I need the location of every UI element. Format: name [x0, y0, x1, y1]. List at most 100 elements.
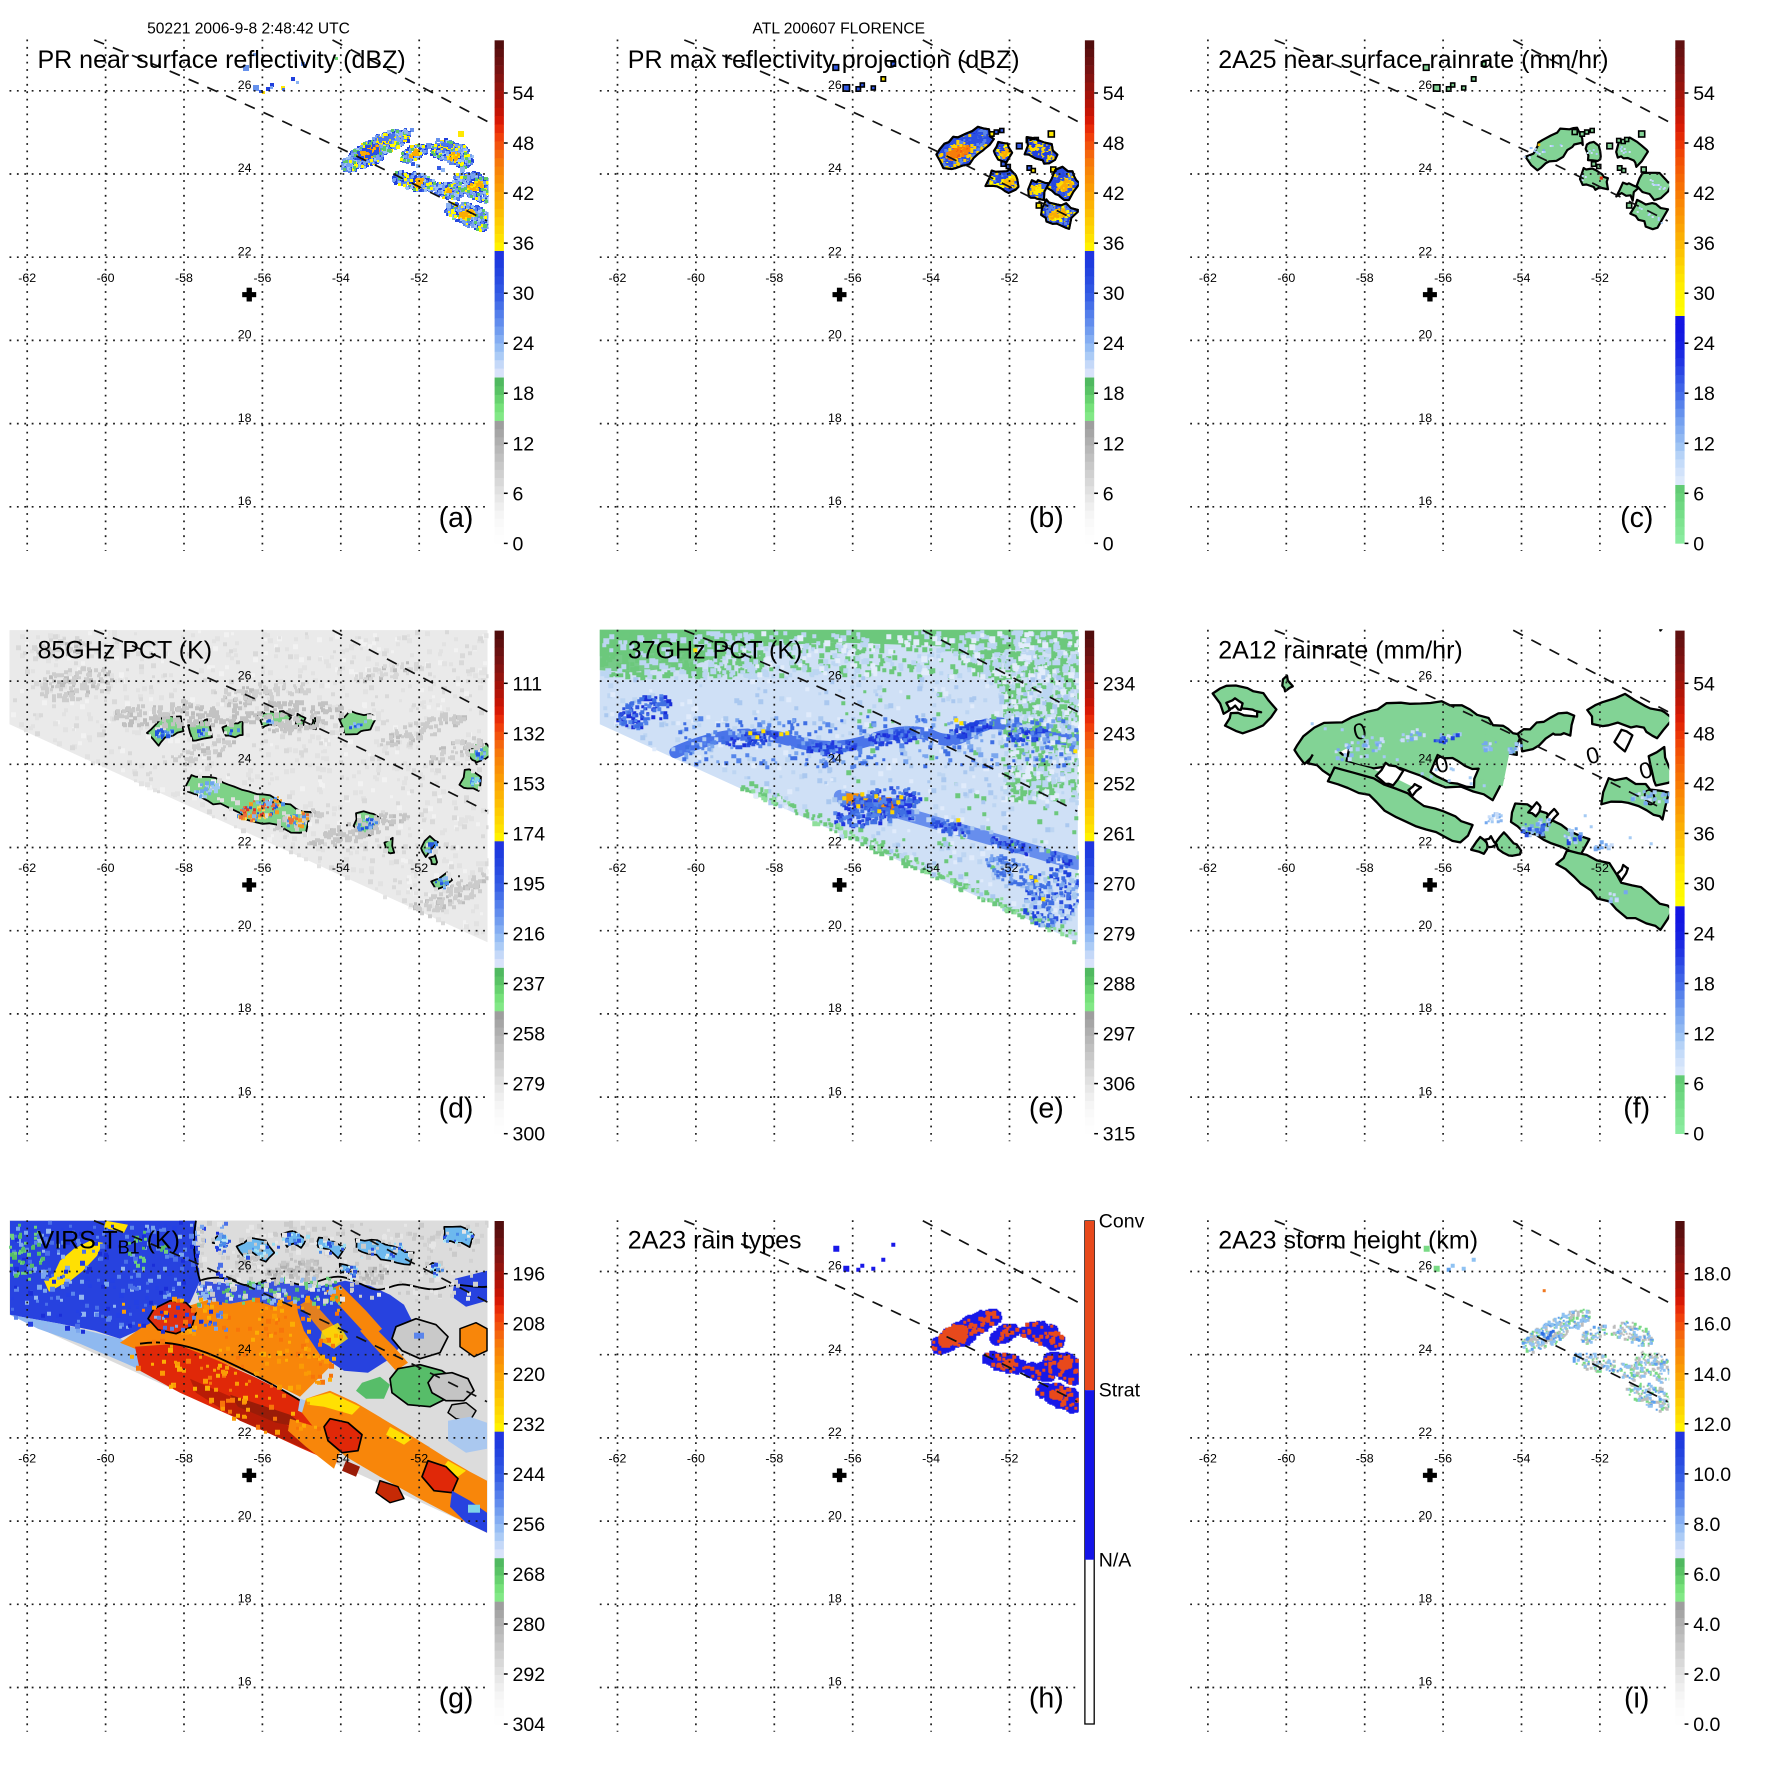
svg-text:111: 111 — [513, 673, 543, 695]
svg-text:18: 18 — [828, 1592, 842, 1606]
svg-text:22: 22 — [828, 1425, 842, 1439]
svg-text:16: 16 — [1418, 1084, 1432, 1098]
svg-text:18: 18 — [1418, 1592, 1432, 1606]
svg-text:16: 16 — [828, 1084, 842, 1098]
svg-text:-52: -52 — [410, 1452, 428, 1466]
svg-text:6: 6 — [513, 483, 524, 505]
svg-text:-56: -56 — [1434, 861, 1452, 875]
svg-text:-62: -62 — [609, 271, 627, 285]
svg-text:N/A: N/A — [1099, 1550, 1132, 1572]
svg-text:315: 315 — [1103, 1124, 1136, 1146]
svg-text:244: 244 — [513, 1464, 546, 1486]
svg-text:(h): (h) — [1029, 1683, 1064, 1715]
svg-text:42: 42 — [1693, 773, 1715, 795]
svg-text:220: 220 — [513, 1364, 546, 1386]
svg-text:-56: -56 — [253, 861, 271, 875]
svg-text:22: 22 — [238, 835, 252, 849]
svg-text:280: 280 — [513, 1614, 546, 1636]
svg-text:16: 16 — [1418, 494, 1432, 508]
svg-text:6.0: 6.0 — [1693, 1564, 1720, 1586]
svg-text:-60: -60 — [687, 861, 705, 875]
svg-text:-52: -52 — [1001, 1452, 1019, 1466]
svg-text:-62: -62 — [1199, 271, 1217, 285]
svg-text:(f): (f) — [1623, 1092, 1650, 1124]
svg-text:16.0: 16.0 — [1693, 1314, 1731, 1336]
svg-text:132: 132 — [513, 723, 546, 745]
svg-text:-56: -56 — [844, 1452, 862, 1466]
svg-text:18: 18 — [828, 411, 842, 425]
svg-text:14.0: 14.0 — [1693, 1364, 1731, 1386]
svg-text:30: 30 — [1693, 283, 1715, 305]
svg-text:20: 20 — [828, 918, 842, 932]
svg-text:18: 18 — [1103, 383, 1125, 405]
svg-text:-60: -60 — [97, 1452, 115, 1466]
svg-text:196: 196 — [513, 1264, 546, 1286]
svg-text:-60: -60 — [97, 271, 115, 285]
svg-text:22: 22 — [238, 244, 252, 258]
svg-text:16: 16 — [238, 1675, 252, 1689]
svg-text:-54: -54 — [922, 1452, 940, 1466]
svg-text:-60: -60 — [1277, 1452, 1295, 1466]
svg-text:-60: -60 — [687, 1452, 705, 1466]
svg-text:16: 16 — [828, 494, 842, 508]
svg-text:20: 20 — [1418, 328, 1432, 342]
svg-text:12: 12 — [513, 433, 535, 455]
svg-text:24: 24 — [828, 161, 842, 175]
svg-text:Conv: Conv — [1099, 1211, 1145, 1233]
svg-text:-54: -54 — [1513, 861, 1531, 875]
svg-text:(c): (c) — [1620, 502, 1653, 534]
svg-text:237: 237 — [513, 974, 546, 996]
svg-text:-52: -52 — [1591, 861, 1609, 875]
svg-text:2A23 storm height (km): 2A23 storm height (km) — [1218, 1227, 1478, 1255]
svg-text:18: 18 — [513, 383, 535, 405]
svg-text:48: 48 — [1693, 723, 1715, 745]
svg-text:-54: -54 — [1513, 1452, 1531, 1466]
svg-text:36: 36 — [513, 233, 535, 255]
svg-text:26: 26 — [828, 78, 842, 92]
svg-text:26: 26 — [238, 668, 252, 682]
svg-text:292: 292 — [513, 1664, 546, 1686]
svg-text:18: 18 — [238, 1001, 252, 1015]
svg-text:-54: -54 — [332, 271, 350, 285]
svg-text:26: 26 — [238, 78, 252, 92]
svg-text:26: 26 — [238, 1259, 252, 1273]
svg-text:22: 22 — [828, 244, 842, 258]
svg-text:(e): (e) — [1029, 1092, 1064, 1124]
svg-text:24: 24 — [238, 752, 252, 766]
svg-text:PR near surface reflectivity (: PR near surface reflectivity (dBZ) — [38, 46, 406, 74]
svg-text:-58: -58 — [175, 271, 193, 285]
svg-text:306: 306 — [1103, 1074, 1136, 1096]
svg-text:24: 24 — [1693, 333, 1715, 355]
svg-text:18: 18 — [1693, 383, 1715, 405]
svg-text:153: 153 — [513, 773, 546, 795]
svg-text:195: 195 — [513, 874, 546, 896]
svg-text:Strat: Strat — [1099, 1380, 1141, 1402]
svg-text:-54: -54 — [1513, 271, 1531, 285]
svg-text:6: 6 — [1693, 1074, 1704, 1096]
svg-text:256: 256 — [513, 1514, 546, 1536]
svg-text:-52: -52 — [410, 861, 428, 875]
svg-text:-58: -58 — [765, 271, 783, 285]
svg-text:-54: -54 — [332, 861, 350, 875]
svg-text:0: 0 — [1693, 1124, 1704, 1146]
svg-text:2A25 near surface rainrate (mm: 2A25 near surface rainrate (mm/hr) — [1218, 46, 1608, 74]
svg-text:22: 22 — [238, 1425, 252, 1439]
svg-text:42: 42 — [513, 183, 535, 205]
svg-text:2A12 rainrate (mm/hr): 2A12 rainrate (mm/hr) — [1218, 636, 1463, 664]
svg-text:-52: -52 — [1001, 271, 1019, 285]
svg-text:12: 12 — [1693, 433, 1715, 455]
svg-text:54: 54 — [1103, 83, 1125, 105]
svg-text:0.0: 0.0 — [1693, 1714, 1720, 1736]
svg-text:-62: -62 — [1199, 1452, 1217, 1466]
svg-text:258: 258 — [513, 1024, 546, 1046]
svg-text:24: 24 — [238, 1342, 252, 1356]
svg-text:-62: -62 — [18, 271, 36, 285]
svg-text:10.0: 10.0 — [1693, 1464, 1731, 1486]
svg-text:252: 252 — [1103, 773, 1136, 795]
svg-text:ATL 200607 FLORENCE: ATL 200607 FLORENCE — [753, 21, 925, 38]
svg-text:36: 36 — [1693, 233, 1715, 255]
svg-text:54: 54 — [1693, 83, 1715, 105]
svg-text:26: 26 — [828, 668, 842, 682]
svg-text:-62: -62 — [18, 1452, 36, 1466]
svg-text:24: 24 — [1418, 161, 1432, 175]
